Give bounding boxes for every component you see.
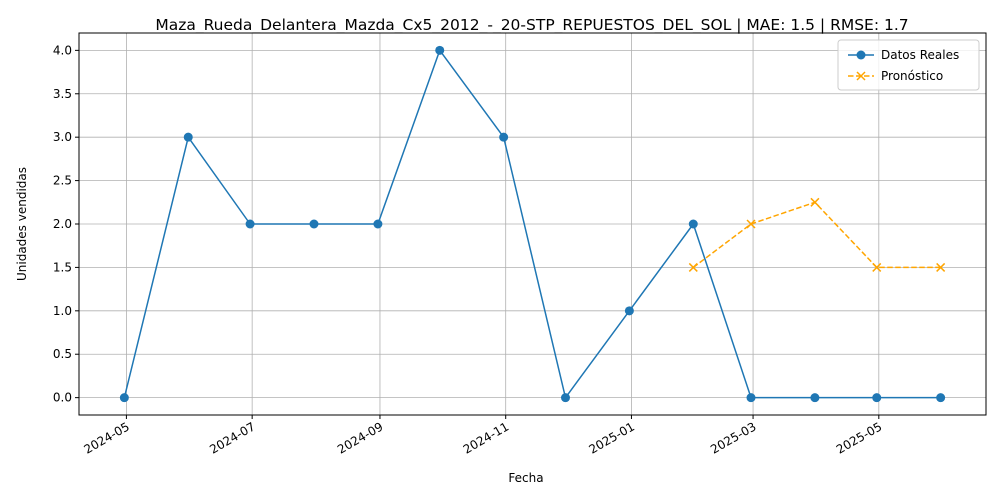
data-point-datos-reales — [688, 219, 698, 229]
data-point-datos-reales — [810, 393, 820, 403]
y-axis-label: Unidades vendidas — [15, 167, 29, 281]
series-datos-reales — [119, 45, 946, 403]
y-tick-label: 0.5 — [53, 347, 72, 361]
y-tick-label: 4.0 — [53, 43, 72, 57]
data-point-pronostico — [746, 219, 756, 229]
data-point-datos-reales — [245, 219, 255, 229]
data-point-datos-reales — [499, 132, 509, 142]
y-tick-label: 1.5 — [53, 260, 72, 274]
grid — [79, 33, 986, 415]
series-line-datos-reales — [123, 49, 941, 399]
legend-marker — [856, 71, 866, 81]
data-point-datos-reales — [624, 306, 634, 316]
x-tick-label: 2024-09 — [335, 419, 385, 456]
x-tick-label: 2025-03 — [708, 419, 758, 456]
y-tick-label: 3.0 — [53, 130, 72, 144]
y-tick-label: 0.0 — [53, 391, 72, 405]
x-tick-label: 2024-07 — [207, 419, 257, 456]
x-axis-label: Fecha — [508, 471, 543, 485]
x-tick-label: 2024-05 — [81, 419, 131, 456]
x-tick-label: 2025-05 — [834, 419, 884, 456]
data-point-pronostico — [872, 262, 882, 272]
series-layer — [119, 45, 946, 403]
y-tick-label: 2.5 — [53, 174, 72, 188]
x-tick-label: 2024-11 — [461, 419, 511, 456]
data-point-datos-reales — [373, 219, 383, 229]
legend-marker — [856, 50, 866, 60]
data-point-datos-reales — [435, 45, 445, 55]
series-line-pronostico — [692, 201, 941, 269]
legend-label: Datos Reales — [881, 48, 959, 62]
data-point-datos-reales — [560, 393, 570, 403]
data-point-datos-reales — [872, 393, 882, 403]
data-point-datos-reales — [309, 219, 319, 229]
data-point-pronostico — [936, 262, 946, 272]
y-tick-label: 1.0 — [53, 304, 72, 318]
data-point-datos-reales — [936, 393, 946, 403]
legend-box — [837, 39, 980, 91]
data-point-datos-reales — [183, 132, 193, 142]
data-point-pronostico — [810, 197, 820, 207]
axis-ticks: 2024-05 2024-07 2024-09 2024-11 2025-01 2025-… — [53, 43, 884, 456]
legend: Datos Reales Pronóstico — [837, 39, 980, 91]
chart-title: Maza_Rueda_Delantera_Mazda_Cx5_2012_-_20… — [155, 16, 908, 35]
data-point-datos-reales — [746, 393, 756, 403]
x-tick-label: 2025-01 — [587, 419, 637, 456]
y-tick-label: 3.5 — [53, 87, 72, 101]
y-tick-label: 2.0 — [53, 217, 72, 231]
data-point-pronostico — [688, 262, 698, 272]
data-point-datos-reales — [119, 393, 129, 403]
series-pronostico — [688, 197, 946, 272]
legend-label: Pronóstico — [881, 69, 943, 83]
